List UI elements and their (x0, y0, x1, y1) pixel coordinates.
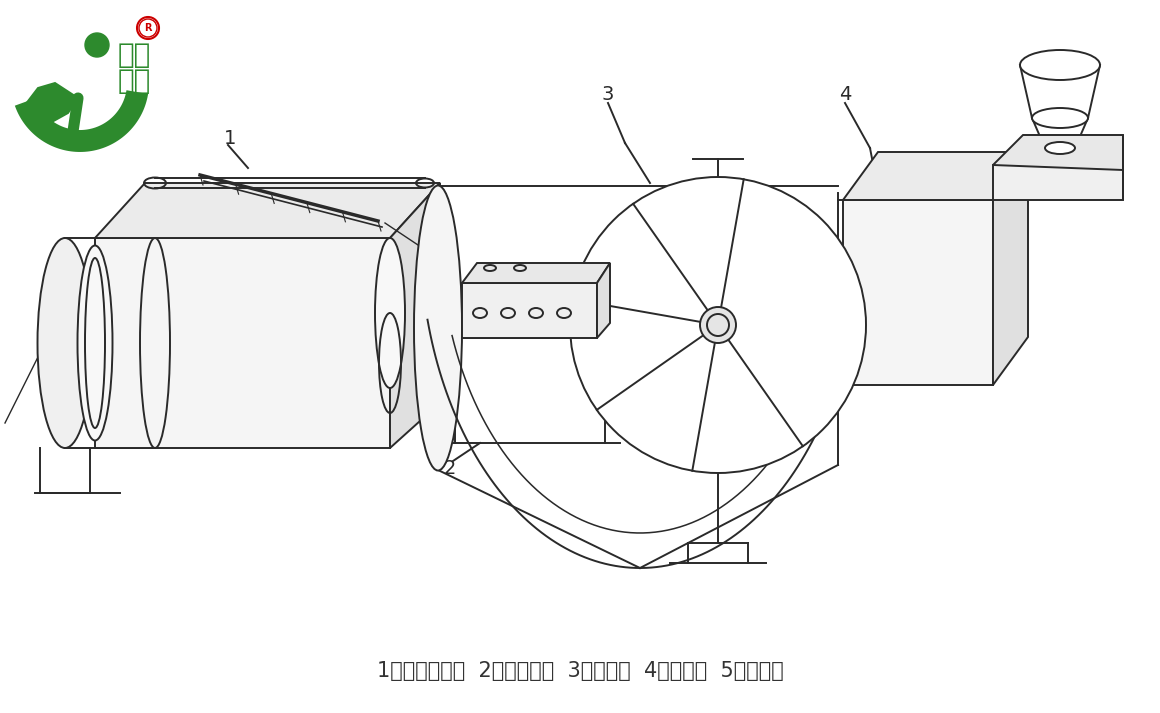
Polygon shape (843, 152, 1028, 200)
Bar (462, 283, 597, 338)
Ellipse shape (1032, 108, 1088, 128)
Polygon shape (462, 263, 610, 283)
Ellipse shape (699, 307, 735, 343)
Text: 1: 1 (224, 128, 237, 148)
Ellipse shape (137, 17, 159, 39)
Ellipse shape (1020, 50, 1100, 80)
Polygon shape (26, 83, 78, 123)
Polygon shape (95, 183, 440, 238)
Text: 凯迪: 凯迪 (118, 41, 151, 69)
Text: 2: 2 (444, 458, 456, 478)
Bar (993, 165, 1123, 200)
Text: 3: 3 (602, 86, 614, 105)
Polygon shape (16, 91, 147, 151)
Text: 4: 4 (839, 86, 851, 105)
Ellipse shape (85, 33, 109, 57)
Text: 正大: 正大 (118, 67, 151, 95)
Polygon shape (95, 238, 390, 448)
Ellipse shape (37, 238, 93, 448)
Polygon shape (597, 263, 610, 338)
Text: R: R (144, 23, 152, 33)
Ellipse shape (78, 245, 113, 441)
Polygon shape (993, 152, 1028, 385)
Polygon shape (993, 135, 1123, 170)
Ellipse shape (1021, 51, 1099, 79)
Ellipse shape (375, 238, 405, 388)
Bar (843, 200, 993, 385)
Polygon shape (390, 183, 440, 448)
Ellipse shape (1045, 142, 1075, 154)
Text: 1、静电驻极棒  2、高压电源  3、接收辊  4、熔喷头  5、收卷辊: 1、静电驻极棒 2、高压电源 3、接收辊 4、熔喷头 5、收卷辊 (377, 661, 783, 681)
Ellipse shape (570, 177, 867, 473)
Ellipse shape (414, 185, 462, 471)
